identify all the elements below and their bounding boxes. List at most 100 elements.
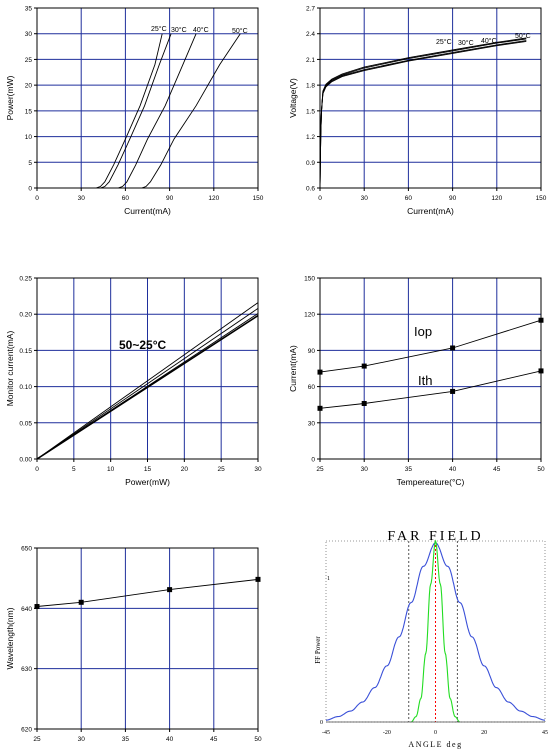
data-point [317, 369, 323, 375]
chart-title: FAR FIELD [387, 529, 483, 544]
y-tick-label: 1.8 [306, 83, 315, 90]
series-label: 40°C [193, 26, 209, 34]
x-tick-label: 45 [542, 730, 548, 736]
series-label: 30°C [458, 39, 474, 47]
series-line-perpendicular [326, 542, 545, 721]
data-point [450, 345, 456, 351]
temperature-range-annotation: 50~25°C [119, 338, 167, 352]
series-line-ith [319, 370, 542, 409]
x-tick-label: 20 [481, 730, 487, 736]
plot-frame [319, 277, 542, 460]
y-tick-label: 20 [25, 83, 33, 90]
x-tick-label: 120 [208, 195, 219, 202]
y-tick-label: 0.20 [19, 312, 32, 319]
series-label: 40°C [481, 37, 497, 45]
series-line-1 [37, 33, 172, 189]
y-tick-label: 0.05 [19, 420, 32, 427]
y-tick-label: 60 [308, 384, 316, 391]
series-label: 50°C [232, 27, 248, 35]
x-tick-label: 30 [254, 466, 262, 473]
series-label: 25°C [151, 25, 167, 33]
plot-frame [36, 7, 259, 189]
x-tick-label: 150 [253, 195, 264, 202]
chart-monitor-current-vs-power: 0 5 10 15 20 25 30 0.00 0.05 0.10 0.15 0.20 0.25 Powe… [5, 276, 262, 488]
data-point [317, 405, 323, 411]
y-tick-label: 5 [28, 160, 32, 167]
chart-wavelength-vs-temperature: 25 30 35 40 45 50 620 630 640 650 Wavelength(nm) [5, 546, 262, 744]
series-label-ith: Ith [418, 373, 432, 388]
x-axis-label: Current(mA) [124, 206, 171, 216]
y-tick-label: 0.10 [19, 384, 32, 391]
series-line-0 [319, 40, 527, 189]
x-tick-label: 35 [122, 736, 130, 743]
y-axis-label: Current(mA) [288, 345, 298, 392]
chart-voltage-vs-current: 0 30 60 90 120 150 0.6 0.9 1.2 1.5 1.8 2.1 2.4 2.7 Cur… [288, 6, 547, 217]
x-axis-label: Power(mW) [125, 477, 170, 487]
y-axis-label: Monitor current(mA) [5, 331, 15, 407]
x-tick-label: 5 [72, 466, 76, 473]
x-tick-label: 0 [35, 195, 39, 202]
y-tick-label: 0 [320, 720, 323, 726]
series-line-1 [319, 40, 527, 189]
series-line-2 [319, 38, 527, 189]
x-tick-label: 15 [144, 466, 152, 473]
y-tick-label: 650 [21, 546, 32, 553]
series-label: 25°C [436, 38, 452, 46]
plot-frame [325, 540, 546, 723]
y-tick-label: 30 [308, 420, 316, 427]
y-tick-label: 10 [25, 134, 33, 141]
series-line-iop [319, 319, 542, 373]
x-tick-label: -20 [383, 730, 391, 736]
x-tick-label: 60 [405, 195, 413, 202]
x-tick-label: 45 [493, 466, 501, 473]
x-tick-label: 60 [122, 195, 130, 202]
data-point [538, 368, 544, 374]
data-point [538, 317, 544, 323]
x-tick-label: -45 [322, 730, 330, 736]
y-tick-label: 2.4 [306, 31, 315, 38]
series-line-3 [319, 37, 527, 189]
y-axis-label: FF Power [314, 636, 322, 664]
series-line-2 [37, 33, 197, 189]
series-line-3 [36, 302, 259, 460]
series-line-3 [37, 33, 241, 189]
x-tick-label: 30 [361, 466, 369, 473]
y-tick-label: 0.6 [306, 186, 315, 193]
x-tick-label: 90 [166, 195, 174, 202]
y-tick-label: 150 [304, 276, 315, 283]
y-axis-label: Voltage(V) [288, 78, 298, 118]
y-tick-label: 1 [327, 576, 330, 582]
x-tick-label: 30 [78, 195, 86, 202]
x-tick-label: 40 [449, 466, 457, 473]
x-tick-label: 25 [316, 466, 324, 473]
y-axis-label: Power(mW) [5, 75, 15, 120]
series-label: 50°C [515, 32, 531, 40]
y-axis-label: Wavelength(nm) [5, 607, 15, 669]
y-tick-label: 0.9 [306, 160, 315, 167]
x-tick-label: 40 [166, 736, 174, 743]
data-point [255, 576, 261, 582]
x-tick-label: 30 [78, 736, 86, 743]
x-tick-label: 35 [405, 466, 413, 473]
y-tick-label: 90 [308, 348, 316, 355]
x-tick-label: 0 [35, 466, 39, 473]
y-tick-label: 0 [28, 186, 32, 193]
series-line-0 [36, 578, 259, 607]
x-tick-label: 50 [254, 736, 262, 743]
y-tick-label: 2.7 [306, 6, 315, 13]
y-tick-label: 1.5 [306, 108, 315, 115]
plot-frame [36, 547, 259, 730]
y-tick-label: 25 [25, 57, 33, 64]
chart-far-field: FAR FIELD -45 -20 0 20 45 0 1 ANGLE deg FF Power [314, 529, 548, 749]
y-tick-label: 120 [304, 312, 315, 319]
series-line-0 [37, 33, 163, 189]
y-tick-label: 30 [25, 31, 33, 38]
data-point [34, 604, 40, 610]
series-line-parallel [411, 539, 460, 723]
y-tick-label: 35 [25, 6, 33, 13]
series-line-1 [36, 313, 259, 460]
y-tick-label: 0 [311, 457, 315, 464]
x-axis-label: ANGLE deg [408, 740, 462, 749]
x-axis-label: Current(mA) [407, 206, 454, 216]
